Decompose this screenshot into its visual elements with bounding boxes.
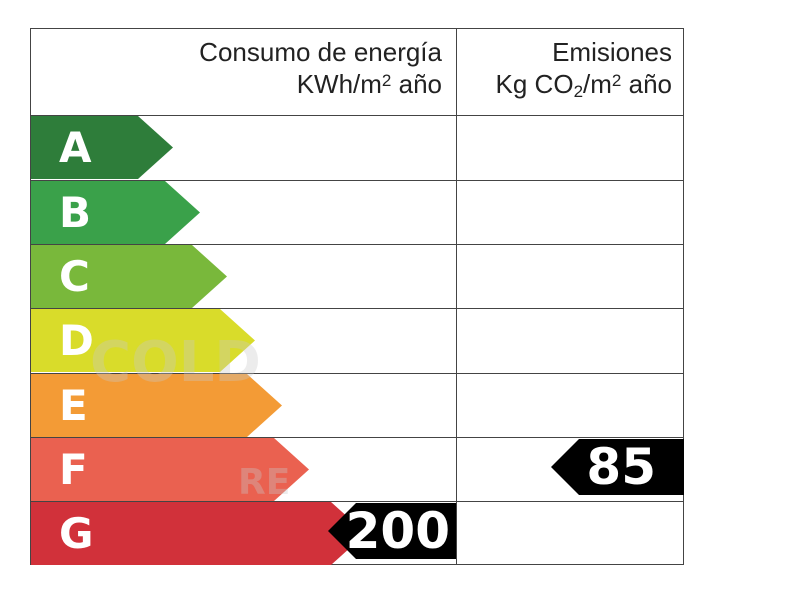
- class-letter-e: E: [59, 381, 88, 430]
- emissions-unit-pre: Kg CO: [495, 69, 574, 99]
- class-letter-g: G: [59, 509, 94, 558]
- row-divider: [30, 437, 684, 438]
- emissions-marker-shape: [551, 439, 684, 495]
- energy-unit-tail: año: [391, 69, 442, 99]
- energy-rating-marker: 200: [328, 503, 456, 559]
- emissions-unit-sup: 2: [611, 71, 622, 90]
- energy-title: Consumo de energía: [199, 37, 442, 67]
- class-arrow-e: E: [31, 374, 282, 437]
- emissions-rating-marker: 85: [551, 439, 684, 495]
- class-arrow-shape: [31, 309, 255, 372]
- row-divider: [30, 373, 684, 374]
- emissions-unit: Kg CO2/m2 año: [462, 68, 672, 100]
- watermark-text-small: RE: [238, 462, 291, 503]
- class-arrow-shape: [31, 116, 173, 179]
- row-divider: [30, 180, 684, 181]
- class-arrow-g: G: [31, 502, 366, 565]
- watermark-text: COLD: [90, 330, 261, 395]
- column-divider: [456, 28, 457, 565]
- class-arrow-shape: [31, 438, 309, 501]
- row-divider: [30, 244, 684, 245]
- energy-marker-shape: [328, 503, 456, 559]
- row-divider: [30, 115, 684, 116]
- energy-unit-main: KWh/m: [296, 69, 382, 99]
- class-arrow-f: F: [31, 438, 309, 501]
- row-divider: [30, 308, 684, 309]
- class-arrow-shape: [31, 374, 282, 437]
- emissions-header: Emisiones Kg CO2/m2 año: [462, 36, 672, 100]
- class-arrow-b: B: [31, 181, 200, 244]
- class-arrow-a: A: [31, 116, 173, 179]
- class-letter-c: C: [59, 252, 90, 301]
- class-letter-d: D: [59, 316, 94, 365]
- class-arrow-d: D: [31, 309, 255, 372]
- class-arrow-shape: [31, 502, 366, 565]
- emissions-unit-tail: año: [621, 69, 672, 99]
- row-divider: [30, 501, 684, 502]
- class-letter-f: F: [59, 445, 88, 494]
- class-arrow-shape: [31, 245, 227, 308]
- energy-unit: KWh/m2 año: [40, 68, 442, 100]
- emissions-title: Emisiones: [552, 37, 672, 67]
- emissions-unit-mid: /m: [583, 69, 612, 99]
- emissions-unit-sub: 2: [573, 82, 584, 101]
- class-letter-b: B: [59, 188, 92, 237]
- energy-rating-value: 200: [345, 502, 450, 560]
- emissions-rating-value: 85: [586, 438, 656, 496]
- energy-header: Consumo de energía KWh/m2 año: [40, 36, 442, 100]
- class-letter-a: A: [59, 123, 92, 172]
- class-arrow-shape: [31, 181, 200, 244]
- rating-table-frame: [30, 28, 684, 565]
- class-arrow-c: C: [31, 245, 227, 308]
- energy-unit-sup: 2: [381, 71, 392, 90]
